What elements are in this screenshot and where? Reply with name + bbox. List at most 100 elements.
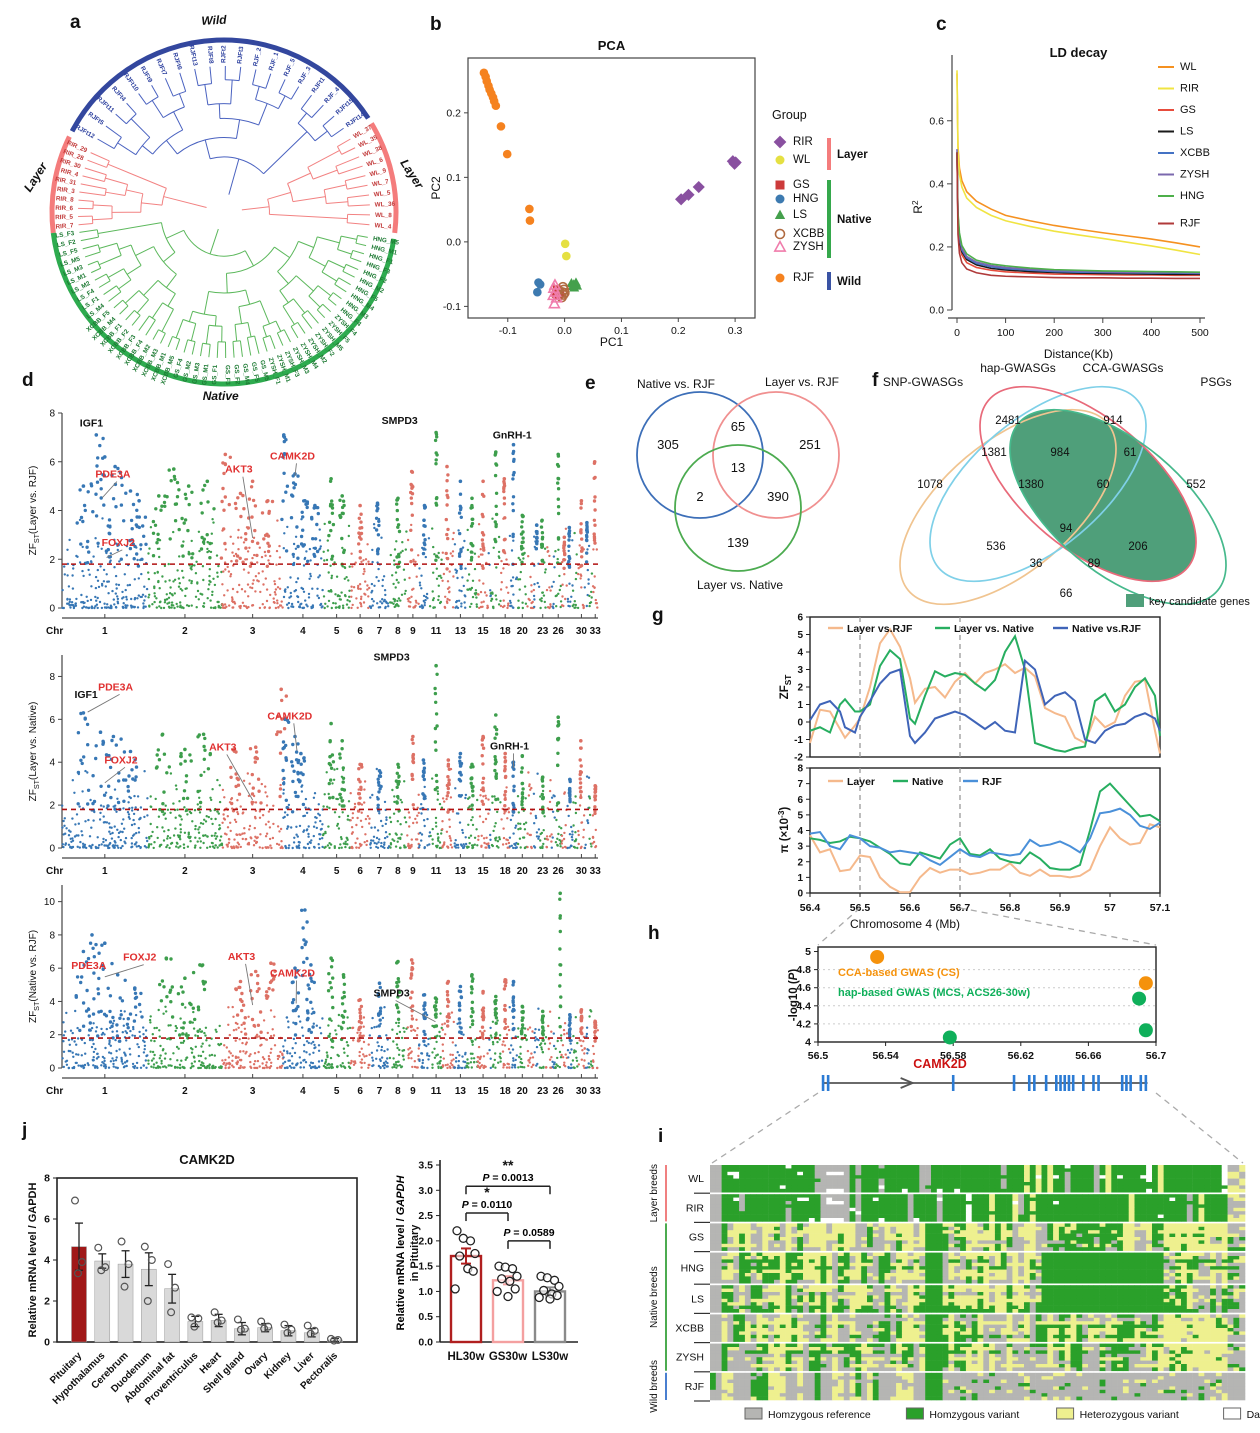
svg-text:15: 15 <box>478 626 490 637</box>
svg-text:ZFST(Layer vs. Native): ZFST(Layer vs. Native) <box>28 702 41 802</box>
svg-text:WL_8: WL_8 <box>375 212 392 219</box>
svg-text:33: 33 <box>590 866 602 877</box>
svg-text:26: 26 <box>553 866 565 877</box>
panel-c-ld-decay: 0.0 0.2 0.4 0.6 0 100 200 300 400 500 LD decay Dist… <box>910 45 1210 361</box>
svg-text:9: 9 <box>410 866 416 877</box>
svg-text:6: 6 <box>49 715 55 726</box>
svg-text:8: 8 <box>49 409 55 420</box>
svg-text:300: 300 <box>1094 327 1112 339</box>
svg-text:7: 7 <box>377 626 383 637</box>
svg-text:2: 2 <box>49 1030 55 1041</box>
svg-text:PCA: PCA <box>598 38 626 53</box>
svg-text:26: 26 <box>553 626 565 637</box>
svg-text:13: 13 <box>455 866 467 877</box>
svg-text:5: 5 <box>334 626 340 637</box>
svg-text:1: 1 <box>102 626 108 637</box>
svg-text:IGF1: IGF1 <box>74 689 97 701</box>
svg-text:10: 10 <box>44 897 56 908</box>
svg-text:4: 4 <box>49 997 55 1008</box>
svg-text:Group: Group <box>772 108 807 122</box>
svg-text:4: 4 <box>300 866 306 877</box>
svg-text:8: 8 <box>49 672 55 683</box>
svg-text:RJF_2: RJF_2 <box>252 47 263 67</box>
svg-text:30: 30 <box>576 866 588 877</box>
svg-text:2: 2 <box>182 626 188 637</box>
svg-text:0.6: 0.6 <box>929 115 944 127</box>
svg-text:8: 8 <box>49 930 55 941</box>
svg-text:0: 0 <box>49 844 55 855</box>
svg-text:0.0: 0.0 <box>446 236 461 248</box>
svg-text:RJF_5: RJF_5 <box>283 57 297 78</box>
svg-text:Native: Native <box>837 214 872 226</box>
svg-text:Layer: Layer <box>837 149 868 161</box>
svg-text:Layer: Layer <box>21 159 51 195</box>
svg-text:Distance(Kb): Distance(Kb) <box>1044 347 1113 361</box>
svg-text:ZFST(Native vs. RJF): ZFST(Native vs. RJF) <box>28 930 41 1023</box>
svg-text:WL_6: WL_6 <box>366 156 385 168</box>
svg-text:RJFt6: RJFt6 <box>171 52 183 71</box>
svg-text:GS_F3: GS_F3 <box>224 365 231 386</box>
svg-text:-0.1: -0.1 <box>499 325 517 337</box>
panel-f-label: f <box>872 370 879 391</box>
svg-text:20: 20 <box>517 866 529 877</box>
panel-j-label: j <box>22 1120 28 1141</box>
svg-text:WL: WL <box>793 154 811 166</box>
svg-text:30: 30 <box>576 626 588 637</box>
svg-text:0.1: 0.1 <box>614 325 629 337</box>
svg-text:GS_M4: GS_M4 <box>241 363 251 386</box>
zoom-connector-lines <box>711 907 1244 1164</box>
svg-text:LS_F2: LS_F2 <box>56 239 76 250</box>
svg-text:HNG_M5: HNG_M5 <box>372 235 400 247</box>
svg-text:XCBB: XCBB <box>793 228 825 240</box>
svg-text:1: 1 <box>102 866 108 877</box>
svg-text:500: 500 <box>1191 327 1209 339</box>
svg-text:CAMK2D: CAMK2D <box>270 450 315 462</box>
svg-text:GS: GS <box>1180 104 1196 116</box>
svg-text:PC2: PC2 <box>429 176 443 200</box>
svg-text:GS_F1: GS_F1 <box>211 364 219 385</box>
svg-text:LS_F3: LS_F3 <box>55 230 75 240</box>
svg-text:RIR: RIR <box>1180 83 1199 95</box>
svg-text:4: 4 <box>49 506 55 517</box>
svg-text:CAMK2D: CAMK2D <box>267 710 312 722</box>
svg-text:6: 6 <box>49 457 55 468</box>
panel-e-label: e <box>585 373 596 394</box>
svg-text:RJFt2: RJFt2 <box>220 45 227 63</box>
svg-text:PC1: PC1 <box>600 335 624 349</box>
svg-text:Wild: Wild <box>837 276 861 288</box>
svg-text:PDE3A: PDE3A <box>98 681 133 693</box>
svg-text:Wild: Wild <box>201 13 228 28</box>
svg-text:WL_7: WL_7 <box>372 178 390 188</box>
svg-text:RIR_3: RIR_3 <box>56 186 75 195</box>
svg-text:GS_M3: GS_M3 <box>191 362 201 385</box>
svg-text:WL_4: WL_4 <box>374 222 392 230</box>
svg-text:RIR_7: RIR_7 <box>55 222 74 231</box>
svg-text:HNG: HNG <box>793 193 819 205</box>
svg-text:8: 8 <box>395 626 401 637</box>
svg-text:RJFt15: RJFt15 <box>335 97 356 116</box>
svg-text:PDE3A: PDE3A <box>95 469 130 481</box>
svg-text:LD decay: LD decay <box>1050 45 1109 60</box>
svg-text:400: 400 <box>1143 327 1161 339</box>
svg-text:RJF_3: RJF_3 <box>297 65 313 85</box>
svg-text:6: 6 <box>49 964 55 975</box>
svg-text:23: 23 <box>537 866 549 877</box>
svg-text:GS_F5: GS_F5 <box>250 362 261 383</box>
svg-text:WL: WL <box>1180 61 1197 73</box>
svg-text:0.4: 0.4 <box>929 178 944 190</box>
svg-text:4: 4 <box>49 758 55 769</box>
svg-text:FOXJ2: FOXJ2 <box>102 537 135 549</box>
svg-text:Chr: Chr <box>46 626 63 637</box>
svg-text:0.1: 0.1 <box>446 172 461 184</box>
svg-text:LS: LS <box>793 209 807 221</box>
svg-text:Chr: Chr <box>46 866 63 877</box>
svg-text:RJFt10: RJFt10 <box>122 72 140 94</box>
svg-text:0.2: 0.2 <box>446 107 461 119</box>
svg-text:RJFt1: RJFt1 <box>311 76 327 95</box>
svg-text:5: 5 <box>334 866 340 877</box>
